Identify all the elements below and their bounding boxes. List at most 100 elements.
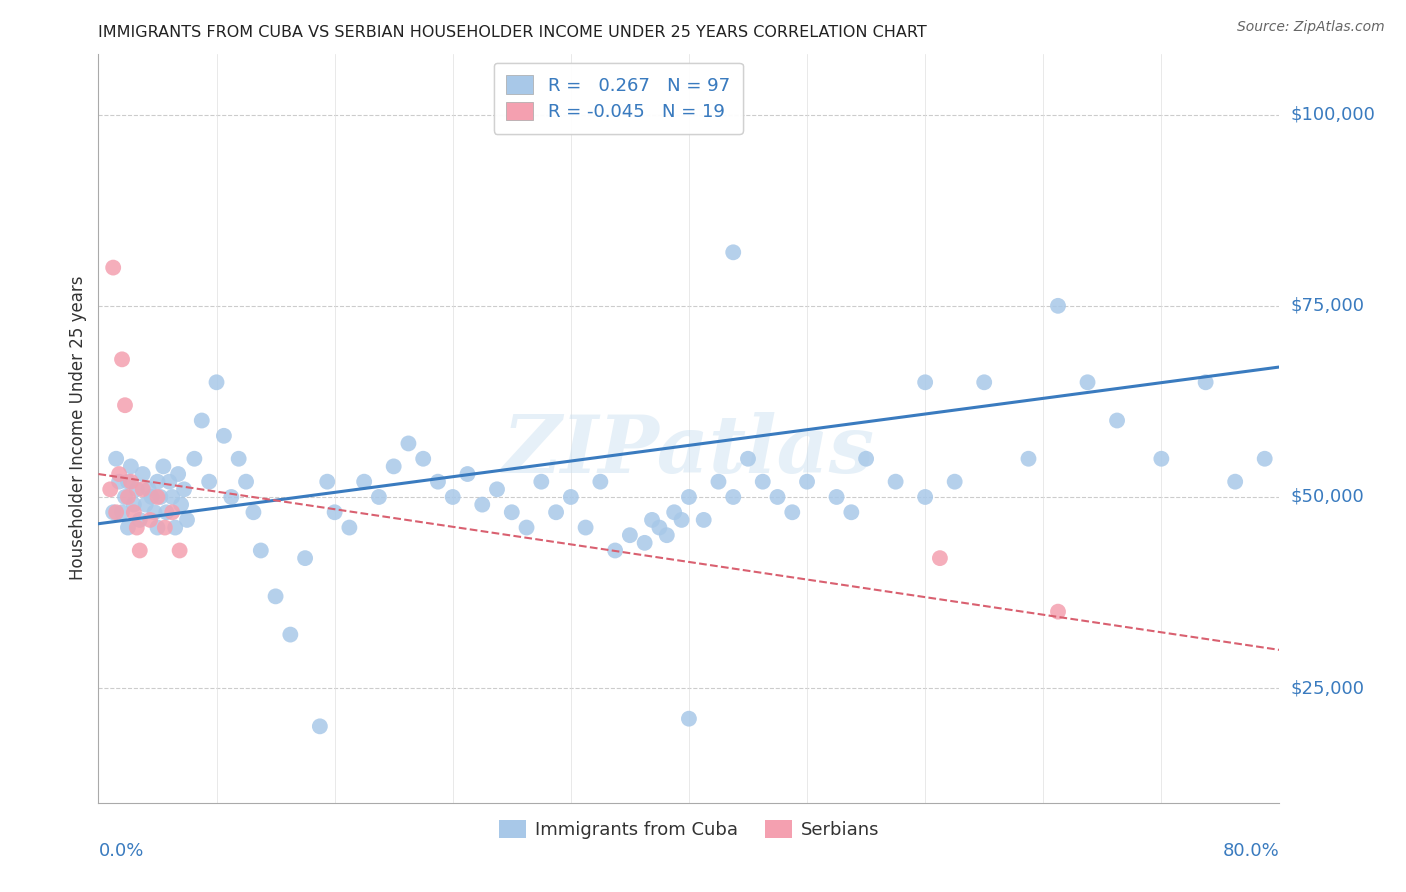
- Point: [353, 475, 375, 489]
- Point: [120, 459, 142, 474]
- Point: [138, 483, 160, 497]
- Point: [162, 505, 183, 519]
- Text: $100,000: $100,000: [1291, 105, 1375, 124]
- Point: [339, 520, 361, 534]
- Point: [560, 490, 582, 504]
- Point: [169, 543, 191, 558]
- Point: [128, 513, 150, 527]
- Point: [146, 520, 169, 534]
- Point: [153, 520, 176, 534]
- Point: [929, 551, 952, 566]
- Point: [634, 536, 657, 550]
- Point: [141, 490, 163, 504]
- Point: [575, 520, 598, 534]
- Point: [678, 490, 700, 504]
- Point: [914, 376, 936, 390]
- Point: [117, 520, 139, 534]
- Point: [132, 467, 155, 481]
- Text: ZIPatlas: ZIPatlas: [503, 412, 875, 490]
- Point: [117, 475, 139, 489]
- Point: [221, 490, 243, 504]
- Point: [530, 475, 553, 489]
- Text: 80.0%: 80.0%: [1223, 842, 1279, 860]
- Point: [132, 483, 155, 497]
- Point: [723, 490, 745, 504]
- Point: [1047, 605, 1070, 619]
- Point: [1150, 451, 1173, 466]
- Y-axis label: Householder Income Under 25 years: Householder Income Under 25 years: [69, 276, 87, 581]
- Point: [155, 505, 177, 519]
- Point: [655, 528, 678, 542]
- Point: [973, 376, 995, 390]
- Point: [228, 451, 250, 466]
- Point: [143, 505, 166, 519]
- Point: [412, 451, 434, 466]
- Point: [191, 413, 214, 427]
- Point: [205, 376, 228, 390]
- Point: [664, 505, 686, 519]
- Point: [250, 543, 273, 558]
- Point: [398, 436, 420, 450]
- Point: [605, 543, 627, 558]
- Point: [471, 498, 494, 512]
- Point: [516, 520, 538, 534]
- Point: [382, 459, 405, 474]
- Point: [157, 475, 180, 489]
- Point: [103, 505, 125, 519]
- Point: [486, 483, 509, 497]
- Point: [122, 505, 145, 519]
- Point: [323, 505, 346, 519]
- Point: [125, 483, 148, 497]
- Point: [501, 505, 523, 519]
- Point: [1254, 451, 1277, 466]
- Point: [98, 483, 121, 497]
- Text: $25,000: $25,000: [1291, 679, 1365, 698]
- Point: [146, 475, 169, 489]
- Point: [825, 490, 848, 504]
- Text: $75,000: $75,000: [1291, 297, 1365, 315]
- Point: [135, 498, 157, 512]
- Point: [198, 475, 221, 489]
- Point: [212, 429, 235, 443]
- Point: [648, 520, 671, 534]
- Point: [1195, 376, 1218, 390]
- Point: [111, 505, 134, 519]
- Point: [128, 543, 150, 558]
- Point: [1077, 376, 1099, 390]
- Point: [114, 398, 136, 412]
- Text: IMMIGRANTS FROM CUBA VS SERBIAN HOUSEHOLDER INCOME UNDER 25 YEARS CORRELATION CH: IMMIGRANTS FROM CUBA VS SERBIAN HOUSEHOL…: [98, 25, 927, 40]
- Point: [105, 451, 128, 466]
- Point: [855, 451, 877, 466]
- Point: [264, 590, 287, 604]
- Point: [316, 475, 339, 489]
- Point: [108, 475, 131, 489]
- Point: [943, 475, 966, 489]
- Point: [589, 475, 612, 489]
- Point: [167, 467, 190, 481]
- Point: [427, 475, 450, 489]
- Point: [641, 513, 664, 527]
- Point: [152, 459, 174, 474]
- Point: [170, 498, 193, 512]
- Point: [671, 513, 693, 527]
- Point: [146, 490, 169, 504]
- Point: [841, 505, 863, 519]
- Point: [1047, 299, 1070, 313]
- Point: [441, 490, 464, 504]
- Point: [1107, 413, 1129, 427]
- Point: [914, 490, 936, 504]
- Text: $50,000: $50,000: [1291, 488, 1364, 506]
- Point: [122, 498, 145, 512]
- Point: [120, 475, 142, 489]
- Point: [162, 490, 183, 504]
- Point: [280, 627, 302, 641]
- Text: Source: ZipAtlas.com: Source: ZipAtlas.com: [1237, 20, 1385, 34]
- Point: [242, 505, 264, 519]
- Point: [1018, 451, 1040, 466]
- Point: [235, 475, 257, 489]
- Point: [111, 352, 134, 367]
- Point: [782, 505, 804, 519]
- Point: [183, 451, 205, 466]
- Text: 0.0%: 0.0%: [98, 842, 143, 860]
- Point: [693, 513, 716, 527]
